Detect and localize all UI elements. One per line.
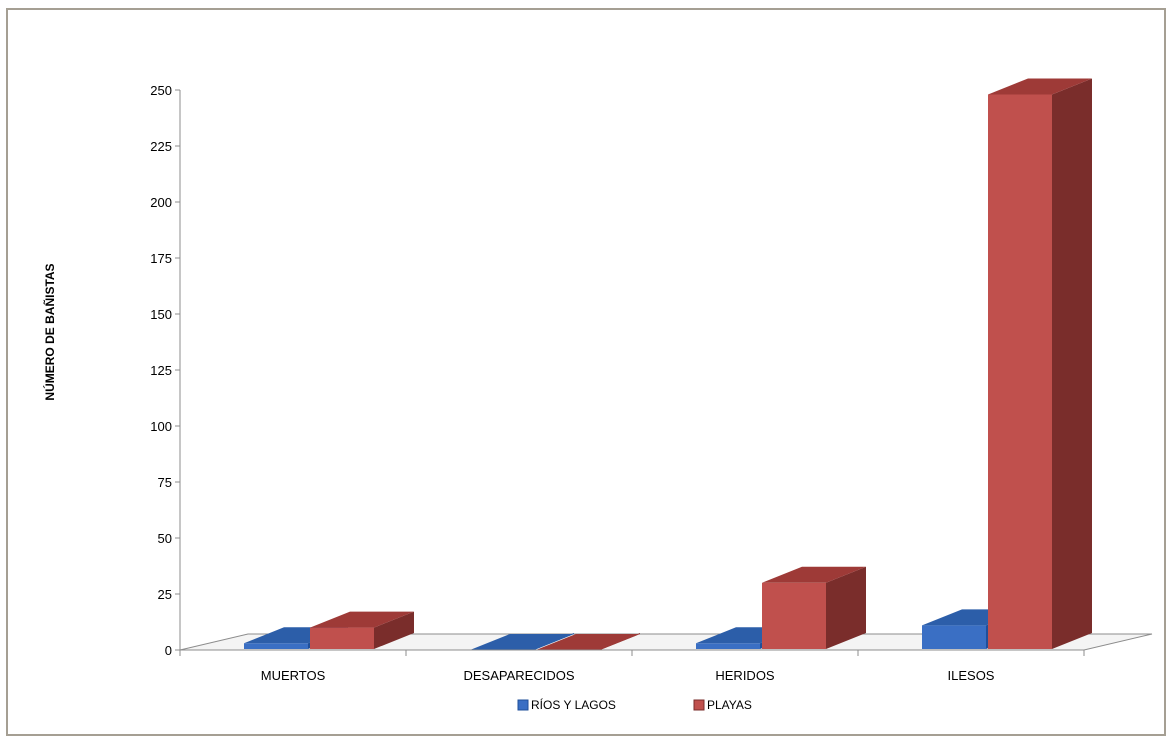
bar-top: [988, 78, 1092, 95]
legend: RÍOS Y LAGOS PLAYAS: [517, 697, 752, 712]
y-tick-label: 125: [150, 363, 172, 378]
bar-side: [826, 566, 866, 649]
bar-playas-muertos: [310, 611, 414, 649]
bar-front: [762, 582, 826, 649]
x-tick-label: HERIDOS: [715, 668, 775, 683]
bar-front: [244, 643, 308, 649]
bars: [244, 78, 1092, 651]
bar-front: [922, 625, 986, 649]
y-tick-label: 175: [150, 251, 172, 266]
bar-front: [696, 643, 760, 649]
y-tick-label: 225: [150, 139, 172, 154]
bar-front: [310, 627, 374, 649]
y-axis-label: NÚMERO DE BAÑISTAS: [42, 263, 57, 400]
y-tick-label: 0: [165, 643, 172, 658]
y-tick-label: 150: [150, 307, 172, 322]
bar-playas-ilesos: [988, 78, 1092, 650]
chart-frame: 0 25 50 75 100 125 150 175 200 225 250 MUERTOS DESA…: [6, 8, 1166, 736]
legend-swatch: [693, 699, 705, 711]
chart-svg: 0 25 50 75 100 125 150 175 200 225 250 MUERTOS DESA…: [42, 78, 1153, 712]
bar-top: [470, 634, 574, 650]
x-tick-label: DESAPARECIDOS: [463, 668, 574, 683]
x-tick-label: MUERTOS: [261, 668, 326, 683]
y-tick-label: 200: [150, 195, 172, 210]
x-tick-label: ILESOS: [948, 668, 995, 683]
y-axis: 0 25 50 75 100 125 150 175 200 225 250: [150, 83, 181, 658]
bar-side: [374, 611, 414, 649]
legend-swatch: [517, 699, 529, 711]
y-tick-label: 100: [150, 419, 172, 434]
bar-playas-heridos: [762, 566, 866, 649]
legend-label: RÍOS Y LAGOS: [531, 697, 616, 712]
y-tick-label: 75: [158, 475, 172, 490]
x-axis: MUERTOS DESAPARECIDOS HERIDOS ILESOS: [179, 649, 1085, 683]
bar-side: [1052, 78, 1092, 650]
bar-front: [988, 94, 1052, 650]
y-tick-label: 250: [150, 83, 172, 98]
bar-top: [536, 634, 640, 650]
legend-label: PLAYAS: [707, 698, 752, 712]
y-tick-label: 25: [158, 587, 172, 602]
bar-top: [762, 566, 866, 583]
bar-top: [310, 611, 414, 628]
y-tick-label: 50: [158, 531, 172, 546]
